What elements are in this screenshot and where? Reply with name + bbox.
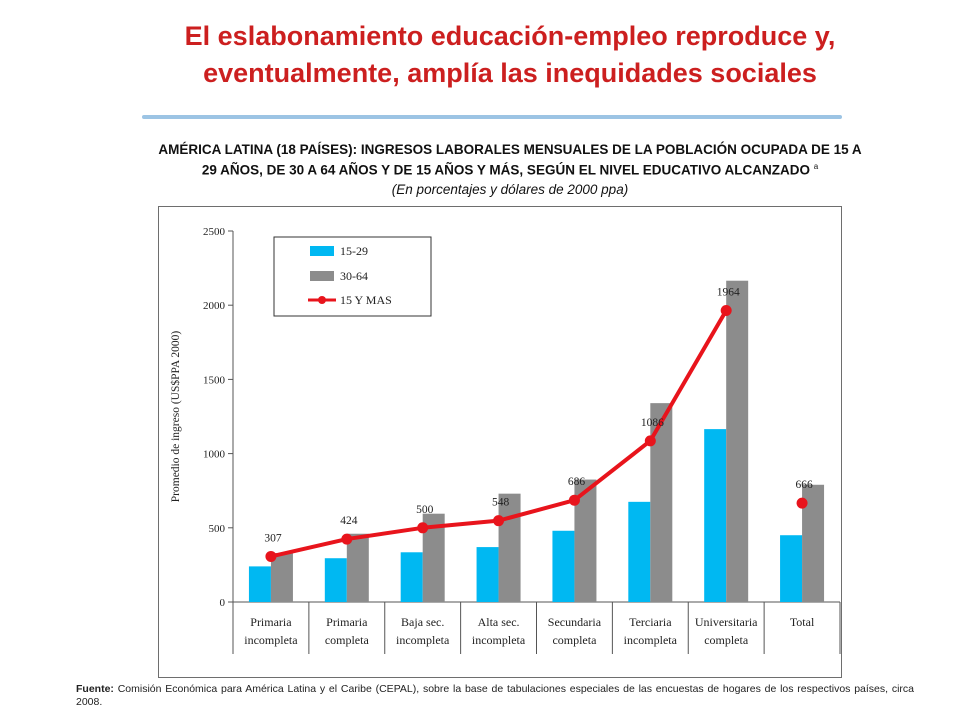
point-15-y-mas bbox=[720, 305, 732, 317]
x-tick-label: Alta sec. bbox=[478, 615, 520, 629]
chart-heading-line-2-text: 29 AÑOS, DE 30 A 64 AÑOS Y DE 15 AÑOS Y … bbox=[201, 162, 810, 178]
y-tick-label: 0 bbox=[220, 597, 226, 609]
y-tick-label: 500 bbox=[209, 523, 226, 535]
chart-heading: AMÉRICA LATINA (18 PAÍSES): INGRESOS LAB… bbox=[80, 141, 940, 179]
footnote-mark: a bbox=[813, 162, 819, 171]
bar-30-64 bbox=[270, 553, 293, 602]
title-divider bbox=[142, 115, 842, 119]
chart-subtitle: (En porcentajes y dólares de 2000 ppa) bbox=[391, 182, 629, 197]
point-15-y-mas bbox=[568, 494, 580, 506]
y-tick-label: 2000 bbox=[203, 300, 226, 312]
data-label: 1086 bbox=[641, 417, 664, 429]
point-15-y-mas bbox=[265, 550, 277, 562]
x-tick-label: Universitaria bbox=[695, 615, 758, 629]
chart-heading-line-1: AMÉRICA LATINA (18 PAÍSES): INGRESOS LAB… bbox=[158, 142, 862, 157]
bar-15-29 bbox=[628, 501, 651, 602]
x-tick-label: incompleta bbox=[624, 633, 678, 647]
x-tick-label: completa bbox=[552, 633, 597, 647]
bar-15-29 bbox=[400, 552, 423, 602]
bar-30-64 bbox=[650, 403, 673, 602]
point-15-y-mas bbox=[796, 497, 808, 509]
source-label: Fuente: bbox=[76, 683, 114, 695]
x-tick-label: incompleta bbox=[396, 633, 450, 647]
data-label: 500 bbox=[416, 504, 434, 516]
data-label: 548 bbox=[492, 497, 510, 509]
bar-30-64 bbox=[802, 484, 825, 602]
chart-heading-line-2: 29 AÑOS, DE 30 A 64 AÑOS Y DE 15 AÑOS Y … bbox=[80, 158, 940, 179]
bar-30-64 bbox=[346, 533, 369, 602]
slide-title-line-2: eventualmente, amplía las inequidades so… bbox=[203, 58, 817, 88]
x-tick-label: Baja sec. bbox=[401, 615, 444, 629]
chart-frame: 0 500 1000 1500 2000 2500 Promedio de ingreso … bbox=[158, 206, 842, 678]
y-tick-label: 2500 bbox=[203, 226, 226, 238]
bar-15-29 bbox=[324, 558, 347, 602]
slide-title-line-1: El eslabonamiento educación-empleo repro… bbox=[184, 21, 836, 51]
x-tick-label: Secundaria bbox=[548, 615, 602, 629]
x-tick-label: incompleta bbox=[244, 633, 298, 647]
source-text: Comisión Económica para América Latina y… bbox=[76, 683, 915, 708]
legend-box bbox=[273, 236, 432, 317]
slide-title: El eslabonamiento educación-empleo repro… bbox=[60, 18, 960, 92]
data-label: 424 bbox=[340, 515, 358, 527]
point-15-y-mas bbox=[417, 522, 429, 534]
bar-30-64 bbox=[726, 280, 749, 602]
legend-swatch-15-29 bbox=[310, 246, 334, 256]
y-tick-label: 1500 bbox=[203, 374, 226, 386]
bar-30-64 bbox=[422, 513, 445, 602]
y-tick-label: 1000 bbox=[203, 449, 226, 461]
x-tick-label: incompleta bbox=[472, 633, 526, 647]
x-tick-label: Primaria bbox=[250, 615, 292, 629]
point-15-y-mas bbox=[341, 533, 353, 545]
legend-marker-15-y-mas bbox=[318, 296, 326, 304]
legend-swatch-30-64 bbox=[310, 271, 334, 281]
legend-label-30-64: 30-64 bbox=[340, 269, 368, 283]
data-label: 666 bbox=[795, 479, 813, 491]
bar-30-64 bbox=[498, 493, 521, 602]
point-15-y-mas bbox=[493, 515, 505, 527]
x-tick-label: Terciaria bbox=[629, 615, 672, 629]
x-tick-label: Primaria bbox=[326, 615, 368, 629]
bar-30-64 bbox=[574, 479, 597, 602]
x-tick-label: completa bbox=[325, 633, 370, 647]
legend-label-15-29: 15-29 bbox=[340, 244, 368, 258]
data-label: 686 bbox=[568, 476, 586, 488]
y-axis-label: Promedio de ingreso (US$PPA 2000) bbox=[169, 331, 182, 503]
x-tick-label: Total bbox=[790, 615, 815, 629]
point-15-y-mas bbox=[644, 435, 656, 447]
source-note: Fuente: Comisión Económica para América … bbox=[76, 683, 914, 709]
x-tick-label: completa bbox=[704, 633, 749, 647]
data-label: 1964 bbox=[717, 287, 740, 299]
bar-15-29 bbox=[248, 566, 271, 602]
income-chart: 0 500 1000 1500 2000 2500 Promedio de ingreso … bbox=[169, 226, 841, 654]
bar-15-29 bbox=[476, 547, 499, 602]
data-label: 307 bbox=[264, 532, 282, 544]
legend-label-15-y-mas: 15 Y MAS bbox=[340, 293, 392, 307]
bar-15-29 bbox=[704, 429, 727, 602]
bar-15-29 bbox=[552, 530, 575, 602]
bar-15-29 bbox=[780, 535, 803, 602]
